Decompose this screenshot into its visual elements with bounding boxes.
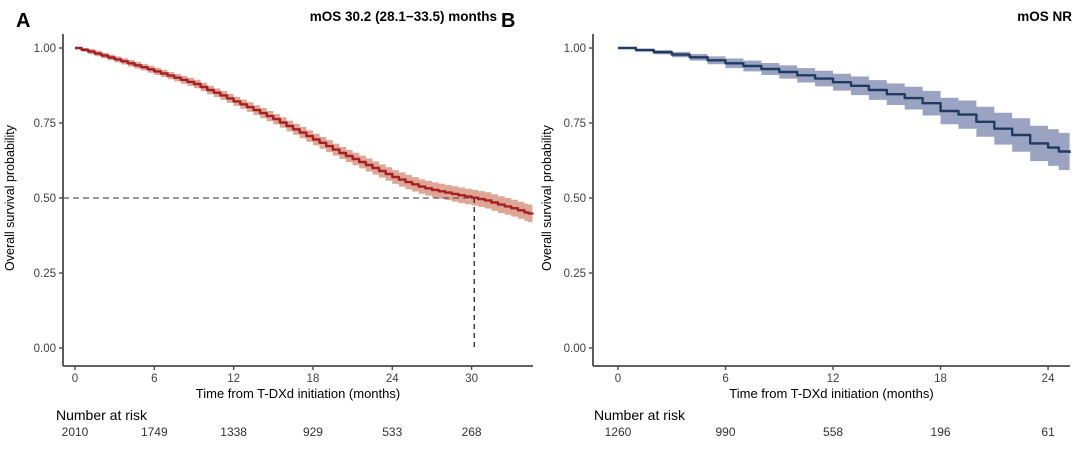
number-at-risk-value: 1749 [141, 425, 168, 439]
panel-letter: A [16, 10, 30, 32]
y-tick-label: 0.75 [564, 118, 586, 130]
y-tick-label: 0.75 [34, 118, 56, 130]
number-at-risk-value: 196 [931, 425, 951, 439]
x-tick-label: 0 [615, 373, 621, 385]
x-axis-title: Time from T-DXd initiation (months) [729, 386, 933, 401]
y-axis-title: Overall survival probability [540, 124, 554, 271]
y-tick-label: 0.50 [564, 193, 586, 205]
x-axis-title: Time from T-DXd initiation (months) [196, 386, 400, 401]
number-at-risk-value: 990 [716, 425, 736, 439]
survival-curve [618, 46, 1071, 153]
x-tick-label: 12 [227, 373, 240, 385]
panel-title: mOS 30.2 (28.1−33.5) months [310, 9, 497, 24]
number-at-risk-value: 1338 [220, 425, 247, 439]
panel-A: 1.00 0.75 0.50 0.25 0.00 0 6 12 18 24 30 A mOS 30.2 … [3, 9, 534, 439]
y-axis-title: Overall survival probability [3, 124, 17, 271]
x-tick-label: 12 [827, 373, 840, 385]
number-at-risk-value: 61 [1041, 425, 1055, 439]
y-tick-label: 0.25 [34, 268, 56, 280]
panel-B: 1.00 0.75 0.50 0.25 0.00 0 6 12 18 24 B mOS NR Overa… [501, 9, 1072, 439]
x-tick-label: 6 [151, 373, 157, 385]
number-at-risk-value: 268 [462, 425, 482, 439]
x-tick-label: 24 [1042, 373, 1055, 385]
y-tick-label: 1.00 [34, 43, 56, 55]
number-at-risk-value: 533 [382, 425, 402, 439]
number-at-risk-value: 2010 [62, 425, 89, 439]
number-at-risk-header: Number at risk [56, 407, 148, 423]
y-tick-label: 1.00 [564, 43, 586, 55]
confidence-band [618, 48, 1070, 172]
y-tick-label: 0.25 [564, 268, 586, 280]
survival-curve [75, 46, 534, 215]
x-tick-label: 18 [307, 373, 320, 385]
number-at-risk-value: 558 [823, 425, 843, 439]
y-tick-label: 0.50 [34, 193, 56, 205]
number-at-risk-value: 1260 [605, 425, 632, 439]
y-tick-label: 0.00 [564, 343, 586, 355]
number-at-risk-header: Number at risk [594, 407, 686, 423]
panel-letter: B [501, 10, 515, 32]
confidence-band [75, 48, 533, 224]
x-tick-label: 0 [72, 373, 78, 385]
x-tick-label: 6 [722, 373, 728, 385]
y-tick-label: 0.00 [34, 343, 56, 355]
x-tick-label: 18 [934, 373, 947, 385]
panel-title: mOS NR [1017, 9, 1072, 24]
number-at-risk-value: 929 [303, 425, 323, 439]
x-tick-label: 24 [386, 373, 399, 385]
x-tick-label: 30 [465, 373, 478, 385]
